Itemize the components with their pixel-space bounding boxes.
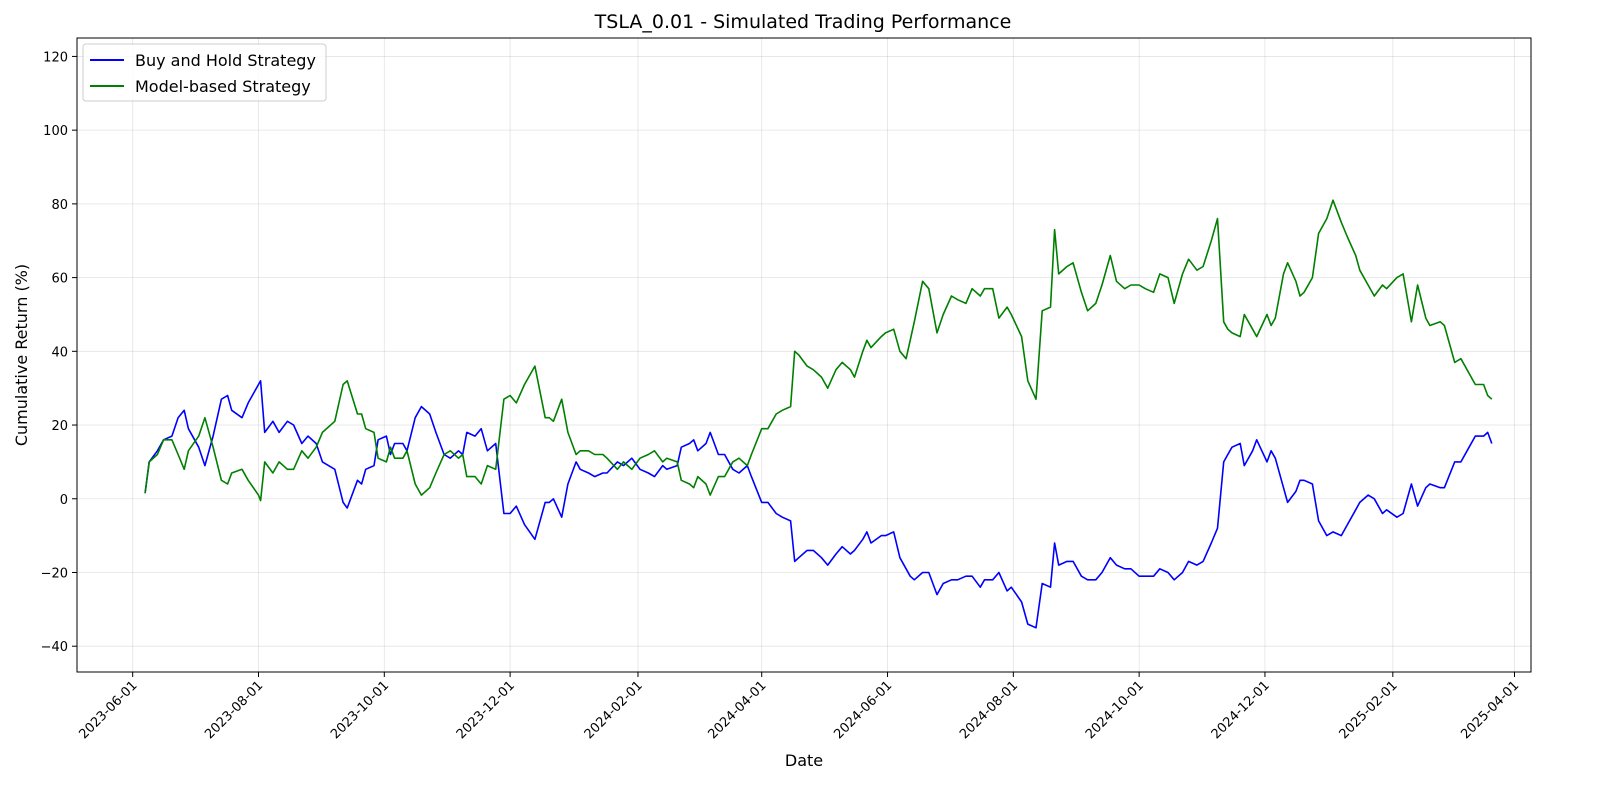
- x-tick-label: 2024-06-01: [831, 678, 895, 742]
- y-tick-label: −40: [41, 640, 68, 655]
- legend: Buy and Hold Strategy Model-based Strate…: [82, 43, 327, 102]
- y-tick-label: −20: [41, 566, 68, 581]
- x-axis-label: Date: [785, 751, 823, 770]
- x-axis: 2023-06-01 2023-08-01 2023-10-01 2023-12-01…: [76, 672, 1522, 742]
- y-axis-label: Cumulative Return (%): [12, 264, 31, 446]
- x-tick-label: 2023-08-01: [202, 678, 266, 742]
- x-tick-label: 2024-04-01: [706, 678, 770, 742]
- y-tick-label: 40: [51, 345, 68, 360]
- x-tick-label: 2024-08-01: [957, 678, 1021, 742]
- y-tick-label: 20: [51, 419, 68, 434]
- y-tick-label: 60: [51, 272, 68, 287]
- y-tick-label: 120: [43, 50, 68, 65]
- x-tick-label: 2023-06-01: [76, 678, 140, 742]
- x-tick-label: 2025-04-01: [1458, 678, 1522, 742]
- legend-box: [82, 43, 327, 102]
- x-tick-label: 2023-12-01: [454, 678, 518, 742]
- series-layer: [144, 199, 1493, 629]
- series-line-model-based-strategy: [144, 199, 1493, 502]
- x-tick-label: 2024-02-01: [582, 678, 646, 742]
- y-tick-label: 0: [60, 493, 68, 508]
- series-line-buy-and-hold-strategy: [144, 380, 1493, 629]
- grid-lines: [77, 38, 1531, 672]
- y-tick-label: 100: [43, 124, 68, 139]
- x-tick-label: 2024-10-01: [1083, 678, 1147, 742]
- x-tick-label: 2025-02-01: [1337, 678, 1401, 742]
- x-tick-label: 2024-12-01: [1209, 678, 1273, 742]
- legend-label-model-based: Model-based Strategy: [135, 77, 311, 96]
- x-tick-label: 2023-10-01: [328, 678, 392, 742]
- plot-area-frame: [76, 37, 1532, 673]
- y-tick-label: 80: [51, 198, 68, 213]
- y-axis: −40 −20 0 20 40 60 80 100 120: [41, 50, 77, 655]
- legend-label-buy-and-hold: Buy and Hold Strategy: [135, 51, 316, 70]
- chart-title: TSLA_0.01 - Simulated Trading Performanc…: [594, 11, 1012, 33]
